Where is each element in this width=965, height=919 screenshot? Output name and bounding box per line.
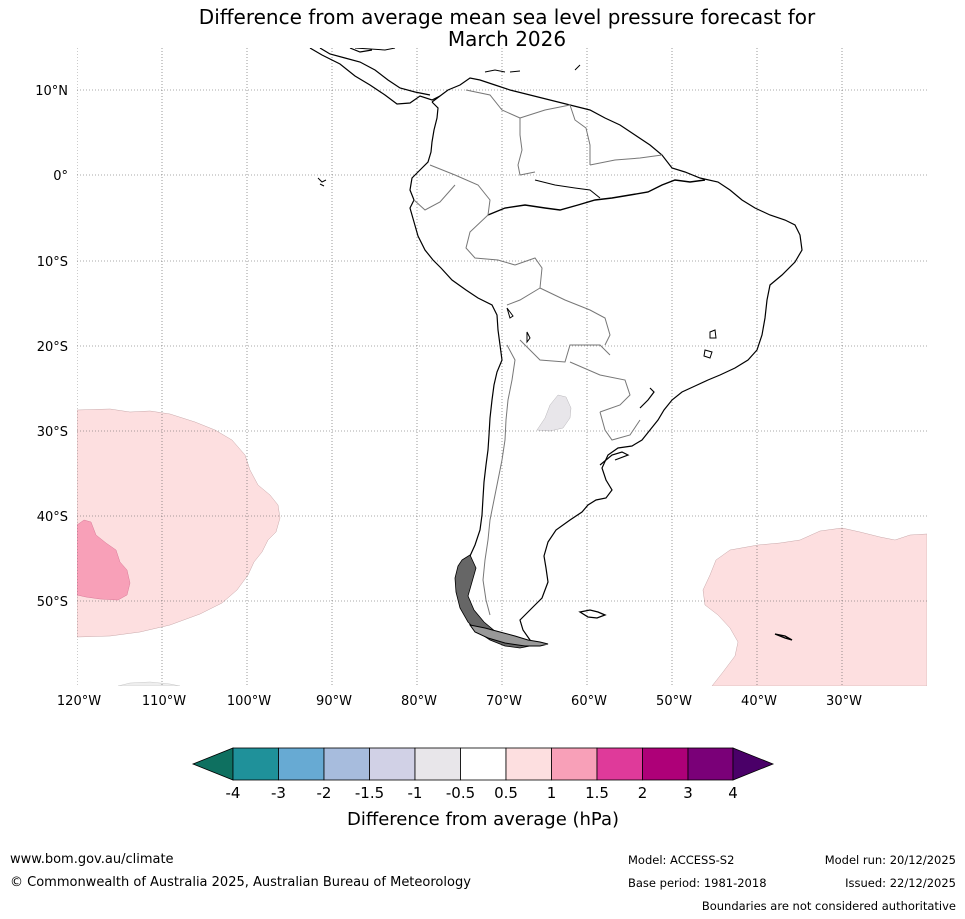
border-colombia-venezuela (465, 89, 536, 176)
lon-label: 100°W (227, 694, 271, 709)
border-chile-argentina (482, 344, 516, 616)
colorbar-tick-label: -2 (317, 784, 332, 802)
base-period: Base period: 1981-2018 (628, 876, 767, 890)
lon-label: 40°W (741, 694, 777, 709)
lon-label: 50°W (656, 694, 692, 709)
colorbar-ticks: -4 -3 -2 -1.5 -1 -0.5 0.5 1 1.5 2 3 4 (226, 784, 738, 802)
lon-label: 30°W (826, 694, 862, 709)
model-run-date: Model run: 20/12/2025 (824, 853, 956, 867)
border-peru-brazil (506, 257, 543, 306)
lat-label: 10°S (37, 255, 68, 270)
lon-label: 60°W (571, 694, 607, 709)
colorbar-swatch (414, 747, 461, 781)
pacific-south-edge-anomaly (117, 681, 181, 686)
lon-label: 90°W (316, 694, 352, 709)
colorbar-swatch (232, 747, 279, 781)
lon-label: 80°W (401, 694, 437, 709)
amazon-tributary (534, 179, 601, 199)
lat-label: 0° (53, 169, 68, 184)
rio-de-la-plata (599, 451, 630, 466)
colorbar-tick-label: -1 (408, 784, 423, 802)
border-bolivia-brazil (539, 287, 611, 346)
colorbar-tick-label: 0.5 (494, 784, 518, 802)
lon-label: 70°W (486, 694, 522, 709)
lon-label: 120°W (57, 694, 101, 709)
longitude-labels: 120°W 110°W 100°W 90°W 80°W 70°W 60°W 50… (57, 694, 862, 709)
boundaries-disclaimer: Boundaries are not considered authoritat… (701, 899, 956, 913)
colorbar (191, 747, 775, 781)
border-bolivia-paraguay (519, 339, 611, 363)
colorbar-swatch (278, 747, 325, 781)
model-name: Model: ACCESS-S2 (628, 853, 735, 867)
colorbar-label: Difference from average (hPa) (347, 809, 619, 830)
issued-date: Issued: 22/12/2025 (845, 876, 956, 890)
colorbar-swatch (369, 747, 416, 781)
colorbar-tick-label: 3 (683, 784, 693, 802)
map-title-line-1: Difference from average mean sea level p… (198, 5, 816, 29)
border-venezuela-guyana (569, 104, 591, 165)
lat-label: 20°S (37, 340, 68, 355)
pacific-core-anomaly (77, 519, 131, 601)
colorbar-swatch (460, 747, 507, 781)
lake-poopo (526, 331, 531, 344)
colorbar-swatch (596, 747, 643, 781)
galapagos-islands (317, 177, 327, 187)
border-uruguay (599, 411, 641, 441)
border-guianas (589, 154, 663, 166)
land-outlines (309, 48, 803, 647)
south-georgia (774, 633, 793, 641)
colorbar-min-extension (191, 747, 234, 781)
caribbean-islands (354, 48, 581, 73)
colorbar-swatch (551, 747, 598, 781)
colorbar-tick-label: -1.5 (355, 784, 384, 802)
border-brazil-interior (519, 104, 571, 119)
colorbar-tick-label: -4 (226, 784, 241, 802)
copyright-notice: © Commonwealth of Australia 2025, Austra… (10, 875, 471, 890)
colorbar-tick-label: 2 (638, 784, 648, 802)
lat-label: 40°S (37, 510, 68, 525)
chilean-fjords (454, 554, 549, 649)
lagoa-dos-patos (639, 387, 655, 409)
country-borders (413, 89, 663, 616)
bom-url-link[interactable]: www.bom.gov.au/climate (10, 852, 174, 867)
brazil-reservoir-1 (709, 329, 717, 339)
colorbar-tick-label: 1 (547, 784, 557, 802)
colorbar-swatch (687, 747, 734, 781)
tierra-del-fuego (468, 624, 549, 647)
amazon-river (487, 179, 706, 216)
lat-label: 50°S (37, 595, 68, 610)
colorbar-max-extension (732, 747, 775, 781)
border-argentina-paraguay (569, 361, 631, 413)
colorbar-tick-label: -0.5 (446, 784, 475, 802)
central-america-coastline (309, 48, 441, 105)
pacific-positive-anomaly (77, 408, 281, 638)
falkland-islands (578, 609, 607, 619)
colorbar-swatch (505, 747, 552, 781)
latitude-labels: 10°N 0° 10°S 20°S 30°S 40°S 50°S (35, 84, 68, 610)
colorbar-swatch (642, 747, 689, 781)
border-colombia-ecuador-peru (429, 164, 516, 266)
colorbar-swatch (323, 747, 370, 781)
graticule (77, 48, 927, 686)
map-title-line-2: March 2026 (447, 27, 567, 51)
brazil-reservoir-2 (703, 349, 713, 359)
anomaly-shading (77, 394, 927, 686)
south-america-coastline (409, 77, 803, 647)
lat-label: 10°N (35, 84, 68, 99)
lon-label: 110°W (142, 694, 186, 709)
argentina-negative-anomaly (536, 394, 572, 432)
colorbar-tick-label: 4 (728, 784, 738, 802)
lat-label: 30°S (37, 425, 68, 440)
colorbar-tick-label: 1.5 (585, 784, 609, 802)
lake-titicaca (506, 307, 514, 319)
atlantic-positive-anomaly (702, 527, 927, 686)
colorbar-tick-label: -3 (271, 784, 286, 802)
border-ecuador (413, 184, 456, 211)
